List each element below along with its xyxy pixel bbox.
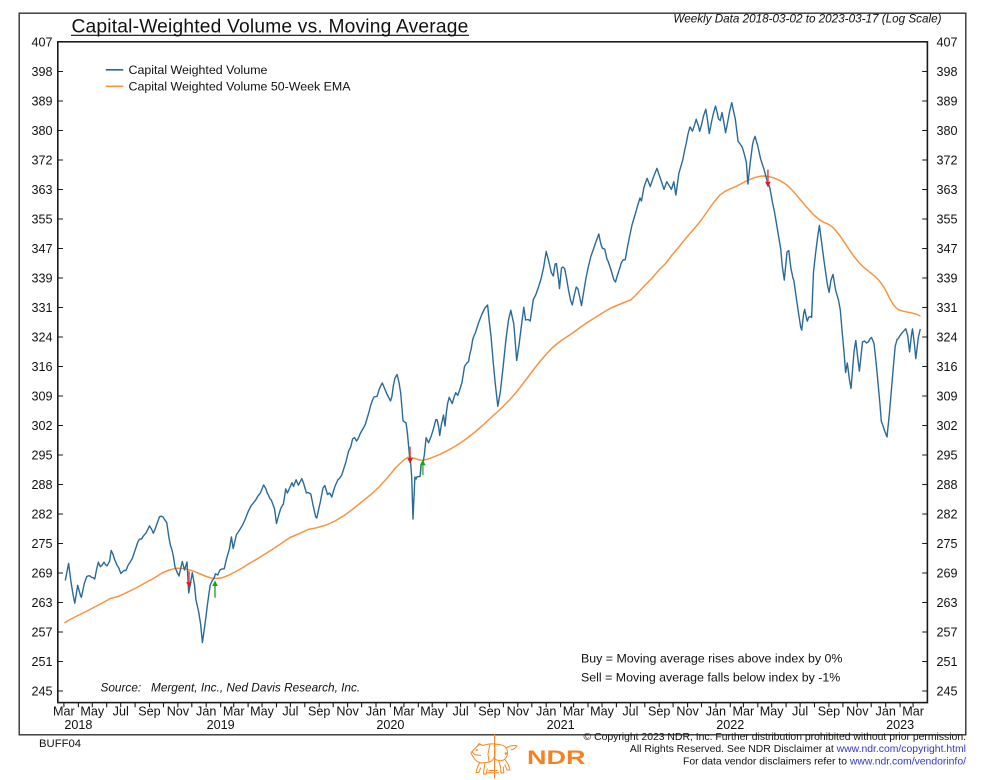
svg-text:398: 398: [31, 65, 52, 79]
svg-text:372: 372: [937, 153, 958, 167]
svg-text:Jan: Jan: [536, 705, 556, 719]
svg-text:380: 380: [31, 124, 52, 138]
svg-text:Mar: Mar: [223, 705, 245, 719]
svg-text:282: 282: [937, 507, 958, 521]
svg-text:Buy = Moving average rises abo: Buy = Moving average rises above index b…: [581, 651, 842, 665]
svg-text:2018: 2018: [64, 718, 92, 732]
svg-text:347: 347: [937, 242, 958, 256]
svg-text:Jan: Jan: [876, 705, 896, 719]
svg-text:295: 295: [31, 448, 52, 462]
svg-text:2020: 2020: [376, 718, 404, 732]
svg-text:355: 355: [937, 212, 958, 226]
svg-text:Sell = Moving average falls be: Sell = Moving average falls below index …: [581, 670, 840, 684]
svg-text:For data vendor disclaimers re: For data vendor disclaimers refer to www…: [683, 757, 966, 768]
svg-text:May: May: [80, 705, 104, 719]
svg-text:282: 282: [31, 507, 52, 521]
svg-text:275: 275: [937, 537, 958, 551]
svg-text:324: 324: [31, 330, 52, 344]
svg-text:2023: 2023: [886, 718, 914, 732]
svg-text:389: 389: [31, 94, 52, 108]
svg-text:331: 331: [937, 301, 958, 315]
svg-text:363: 363: [937, 183, 958, 197]
svg-text:389: 389: [937, 94, 958, 108]
svg-text:Mar: Mar: [902, 705, 924, 719]
svg-text:May: May: [590, 705, 614, 719]
svg-text:Nov: Nov: [336, 705, 359, 719]
svg-text:All Rights Reserved. See NDR D: All Rights Reserved. See NDR Disclaimer …: [630, 744, 966, 755]
svg-text:302: 302: [31, 419, 52, 433]
svg-text:363: 363: [31, 183, 52, 197]
svg-text:309: 309: [31, 389, 52, 403]
svg-text:Nov: Nov: [507, 705, 530, 719]
svg-text:Sep: Sep: [478, 705, 500, 719]
svg-text:380: 380: [937, 124, 958, 138]
svg-text:BUFF04: BUFF04: [39, 738, 81, 750]
svg-text:288: 288: [937, 478, 958, 492]
svg-text:331: 331: [31, 301, 52, 315]
svg-text:275: 275: [31, 537, 52, 551]
svg-text:263: 263: [937, 596, 958, 610]
svg-text:Sep: Sep: [138, 705, 160, 719]
svg-text:Mar: Mar: [563, 705, 585, 719]
svg-text:NDR: NDR: [527, 748, 586, 769]
svg-text:257: 257: [31, 625, 52, 639]
svg-text:316: 316: [937, 360, 958, 374]
svg-text:302: 302: [937, 419, 958, 433]
svg-text:257: 257: [937, 625, 958, 639]
svg-text:Capital Weighted Volume: Capital Weighted Volume: [129, 63, 268, 77]
svg-text:Jan: Jan: [196, 705, 216, 719]
svg-text:Mar: Mar: [733, 705, 755, 719]
svg-text:355: 355: [31, 212, 52, 226]
svg-text:Jul: Jul: [113, 705, 129, 719]
svg-text:Jan: Jan: [706, 705, 726, 719]
svg-text:Jan: Jan: [366, 705, 386, 719]
svg-text:339: 339: [937, 271, 958, 285]
svg-text:407: 407: [937, 35, 958, 49]
svg-text:Sep: Sep: [648, 705, 670, 719]
svg-text:245: 245: [937, 684, 958, 698]
svg-text:Mar: Mar: [53, 705, 75, 719]
svg-text:Sep: Sep: [818, 705, 840, 719]
svg-text:Nov: Nov: [676, 705, 699, 719]
svg-text:398: 398: [937, 65, 958, 79]
svg-text:251: 251: [31, 655, 52, 669]
svg-text:Sep: Sep: [308, 705, 330, 719]
svg-text:245: 245: [31, 684, 52, 698]
svg-text:324: 324: [937, 330, 958, 344]
svg-text:269: 269: [937, 566, 958, 580]
svg-text:Weekly Data 2018-03-02 to 2023: Weekly Data 2018-03-02 to 2023-03-17 (Lo…: [673, 13, 941, 26]
svg-text:347: 347: [31, 242, 52, 256]
svg-text:295: 295: [937, 448, 958, 462]
svg-text:Mar: Mar: [393, 705, 415, 719]
svg-text:Source: Mergent, Inc., Ned D: Source: Mergent, Inc., Ned Davis Researc…: [101, 681, 361, 695]
svg-text:2021: 2021: [547, 718, 575, 732]
svg-text:316: 316: [31, 360, 52, 374]
svg-text:May: May: [420, 705, 444, 719]
svg-text:Jul: Jul: [453, 705, 469, 719]
svg-text:269: 269: [31, 566, 52, 580]
svg-text:Nov: Nov: [846, 705, 869, 719]
svg-text:407: 407: [31, 35, 52, 49]
svg-text:Jul: Jul: [622, 705, 638, 719]
svg-text:2022: 2022: [716, 718, 744, 732]
svg-text:2019: 2019: [207, 718, 235, 732]
svg-text:Jul: Jul: [792, 705, 808, 719]
svg-text:Capital-Weighted Volume vs. Mo: Capital-Weighted Volume vs. Moving Avera…: [72, 17, 469, 38]
svg-text:Nov: Nov: [167, 705, 190, 719]
svg-text:309: 309: [937, 389, 958, 403]
svg-text:Capital Weighted Volume 50-Wee: Capital Weighted Volume 50-Week EMA: [129, 80, 352, 94]
svg-text:Jul: Jul: [282, 705, 298, 719]
svg-text:© Copyright 2023 NDR, Inc. Fur: © Copyright 2023 NDR, Inc. Further distr…: [584, 732, 966, 743]
svg-text:May: May: [250, 705, 274, 719]
svg-text:May: May: [760, 705, 784, 719]
svg-text:339: 339: [31, 271, 52, 285]
svg-text:251: 251: [937, 655, 958, 669]
svg-text:372: 372: [31, 153, 52, 167]
svg-text:288: 288: [31, 478, 52, 492]
svg-text:263: 263: [31, 596, 52, 610]
